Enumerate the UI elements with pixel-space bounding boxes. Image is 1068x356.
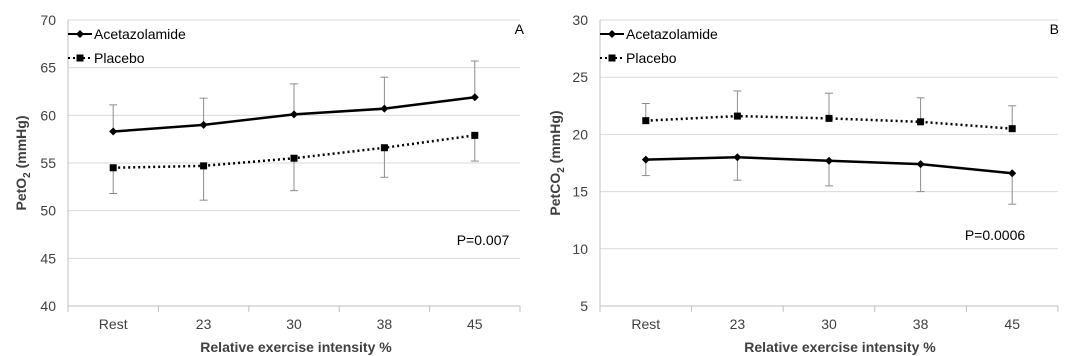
x-tick-label-b-2: 30 [821,316,837,332]
y-axis-label-sub-b: 2 [556,167,567,173]
data-point-b-acetazolamide-4 [1008,169,1017,178]
data-point-b-placebo-2 [825,114,833,122]
data-point-a-acetazolamide-1 [199,120,208,129]
y-tick-label-b-25: 25 [572,69,588,85]
data-point-b-acetazolamide-2 [825,156,833,165]
x-tick-label-b-3: 38 [913,316,929,332]
y-axis-label-main-a: PetO [13,178,29,211]
y-axis-label-main-b: PetCO [547,173,563,216]
series-line-b-placebo [645,114,1013,130]
y-axis-label-unit-a: (mmHg) [13,115,29,172]
x-tick-label-b-0: Rest [631,316,660,332]
data-point-a-acetazolamide-4 [470,93,479,102]
legend-marker-a-acetazolamide [76,30,84,38]
panel-label-b: B [1050,21,1059,37]
data-point-a-placebo-2 [290,154,298,162]
y-tick-label-b-30: 30 [572,12,588,28]
data-point-b-placebo-1 [733,112,741,120]
x-tick-label-a-3: 38 [377,316,393,332]
x-tick-label-b-4: 45 [1004,316,1020,332]
legend-entry-a-placebo: Placebo [68,50,145,66]
y-tick-label-b-10: 10 [572,241,588,257]
data-point-a-placebo-0 [109,164,117,172]
data-point-a-placebo-4 [471,131,479,139]
y-tick-label-a-55: 55 [40,155,56,171]
y-tick-label-a-50: 50 [40,203,56,219]
chart-a-svg: 40 45 50 55 60 65 70 Rest 23 30 38 45 Relative exerc… [13,12,525,355]
y-tick-label-a-45: 45 [40,250,56,266]
chart-panel-b: 5 10 15 20 25 30 Rest 23 30 38 45 Relative exercise… [538,0,1068,356]
y-axis-label-b: PetCO2 (mmHg) [547,110,567,215]
data-point-a-placebo-1 [200,162,208,170]
legend-label-a-acetazolamide: Acetazolamide [94,26,186,42]
data-point-b-placebo-4 [1008,125,1016,133]
legend-label-a-placebo: Placebo [94,50,145,66]
x-axis-label-a: Relative exercise intensity % [200,339,392,355]
y-tick-label-a-40: 40 [40,298,56,314]
x-tick-label-a-0: Rest [99,316,128,332]
y-tick-label-b-15: 15 [572,184,588,200]
x-axis-label-b: Relative exercise intensity % [744,339,936,355]
data-point-a-acetazolamide-0 [109,127,118,136]
data-point-b-acetazolamide-1 [733,153,742,162]
x-tick-label-a-1: 23 [196,316,212,332]
y-tick-label-a-70: 70 [40,12,56,28]
data-point-b-placebo-0 [642,117,650,125]
y-tick-label-b-5: 5 [580,298,588,314]
data-point-a-acetazolamide-3 [380,104,389,113]
p-value-annotation-b: P=0.0006 [965,227,1026,243]
y-axis-label-a: PetO2 (mmHg) [13,115,33,210]
chart-panel-a: 40 45 50 55 60 65 70 Rest 23 30 38 45 Relative exerc… [13,12,525,355]
chart-b-svg: 5 10 15 20 25 30 Rest 23 30 38 45 Relative exercise… [547,12,1059,355]
legend-marker-b-placebo [608,54,616,62]
x-tick-label-a-4: 45 [467,316,483,332]
legend-marker-a-placebo [76,54,84,62]
data-point-b-acetazolamide-3 [916,160,925,169]
data-point-b-placebo-3 [917,118,925,126]
legend-marker-b-acetazolamide [608,30,616,38]
y-tick-label-a-60: 60 [40,107,56,123]
data-point-a-placebo-3 [380,144,388,152]
legend-entry-b-acetazolamide: Acetazolamide [600,26,718,42]
legend-entry-b-placebo: Placebo [600,50,677,66]
y-tick-label-a-65: 65 [40,60,56,76]
x-tick-label-b-1: 23 [730,316,746,332]
y-axis-label-sub-a: 2 [22,172,33,178]
legend-label-b-acetazolamide: Acetazolamide [626,26,718,42]
legend-label-b-placebo: Placebo [626,50,677,66]
legend-entry-a-acetazolamide: Acetazolamide [68,26,186,42]
panel-label-a: A [515,21,525,37]
data-point-a-acetazolamide-2 [290,110,298,119]
x-tick-label-a-2: 30 [286,316,302,332]
y-axis-label-unit-b: (mmHg) [547,110,563,167]
p-value-annotation-a: P=0.007 [457,232,510,248]
y-tick-label-b-20: 20 [572,126,588,142]
data-point-b-acetazolamide-0 [641,155,650,164]
